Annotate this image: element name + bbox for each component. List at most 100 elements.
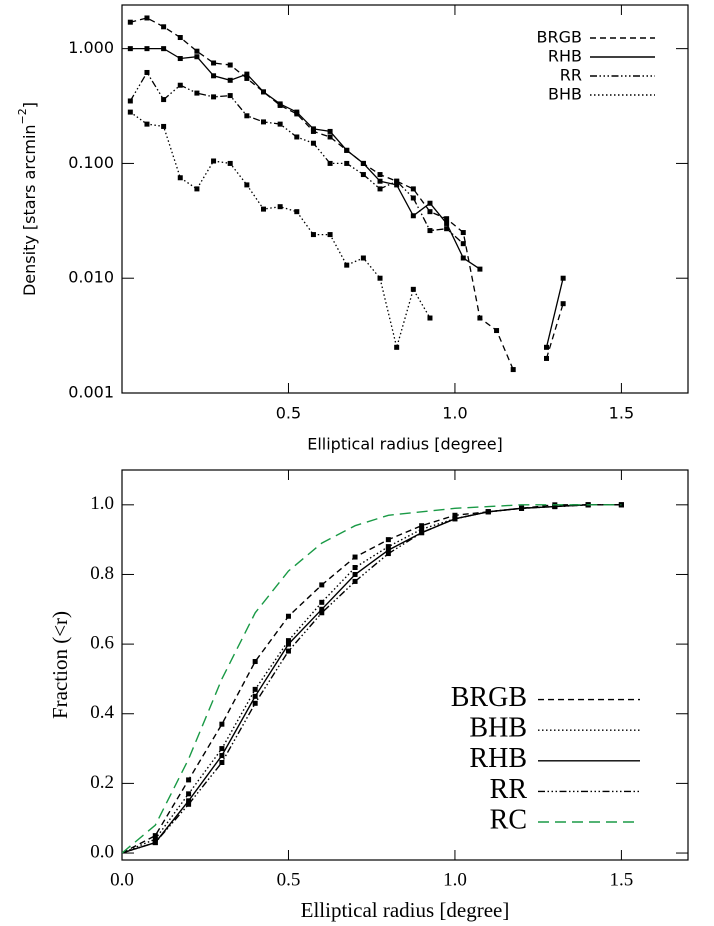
marker [618,502,624,508]
marker [127,98,133,104]
y-tick-label: 0.8 [90,563,114,584]
marker [394,178,400,184]
marker [319,606,325,612]
marker [227,93,233,99]
marker [285,641,291,647]
x-tick-label: 1.5 [609,404,634,423]
marker [211,60,217,66]
y-tick-label: 0.6 [90,632,114,653]
axis-label: Density [stars arcmin−2] [16,102,39,296]
marker [452,512,458,518]
marker [194,48,200,54]
marker [377,186,383,192]
marker [310,232,316,238]
plot-frame [121,4,689,394]
marker [377,172,383,178]
marker [144,121,150,127]
marker [385,544,391,550]
marker [177,35,183,41]
legend-label: RR [490,774,528,805]
marker [460,241,466,247]
marker [227,77,233,83]
marker [327,160,333,166]
marker [194,90,200,96]
axis-label: Fraction (<r) [48,611,72,719]
marker [410,186,416,192]
marker [244,182,250,188]
marker [377,178,383,184]
marker [194,186,200,192]
marker [127,19,133,25]
marker [177,56,183,62]
series-line [122,504,622,854]
legend-label: RC [490,804,527,835]
marker [211,73,217,79]
marker [219,753,225,759]
y-tick-label: 0.010 [68,268,114,287]
marker [211,94,217,100]
marker [186,801,192,807]
marker [161,123,167,129]
marker [360,160,366,166]
axis-label-text: ] [20,102,39,108]
series-line [122,504,622,854]
marker [485,509,491,515]
legend-label: BHB [469,713,527,744]
y-tick-label: 0.4 [90,702,114,723]
marker [277,204,283,210]
marker [161,24,167,30]
marker [285,613,291,619]
marker [410,213,416,219]
y-tick-label: 0.0 [90,841,114,862]
marker [227,62,233,68]
marker [144,46,150,52]
marker [294,109,300,115]
x-tick-label: 0.0 [110,869,134,890]
marker [261,206,266,212]
marker [419,526,425,532]
fraction-panel: 0.0 0.5 1.0 1.5 0.0 0.2 0.4 0.6 0.8 1.0 Elliptical… [48,469,689,922]
marker [560,275,566,281]
marker [252,686,258,692]
marker [394,344,400,350]
legend-label: RHB [548,47,582,66]
series-line [122,504,622,854]
axis-label: Elliptical radius [degree] [307,435,503,454]
marker [194,54,200,60]
series-line [130,17,564,370]
marker [327,128,333,134]
marker [344,147,350,153]
marker [344,160,350,166]
marker [252,700,258,706]
marker [385,537,391,543]
marker [352,554,358,560]
marker [294,134,300,140]
legend-label: RHB [469,743,527,774]
x-tick-label: 1.5 [610,869,634,890]
marker [477,266,483,272]
marker [477,315,483,321]
legend-label: BRGB [451,682,527,713]
marker [385,547,391,553]
marker [352,571,358,577]
axis-label-text: Fraction (<r) [48,611,72,719]
marker [494,328,500,334]
marker [544,355,549,361]
marker [294,209,300,215]
marker [186,791,192,797]
marker [277,121,283,127]
marker [211,158,217,164]
marker [452,516,458,522]
y-tick-label: 0.001 [68,383,114,402]
marker [327,232,333,238]
legend-label: BHB [548,85,582,104]
marker [177,82,183,88]
marker [152,833,158,839]
marker [560,301,566,307]
marker [460,230,466,236]
marker [460,255,466,261]
series-line [122,504,622,854]
marker [444,226,450,232]
marker [285,648,291,654]
marker [177,175,183,181]
